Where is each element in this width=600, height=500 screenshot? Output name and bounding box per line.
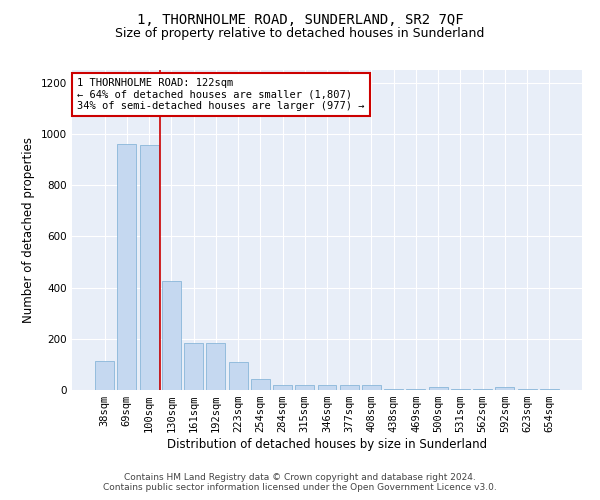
Bar xyxy=(362,386,381,390)
Bar xyxy=(162,281,181,390)
Bar xyxy=(206,343,225,390)
Bar xyxy=(473,389,492,390)
Bar xyxy=(229,362,248,390)
Bar xyxy=(540,389,559,390)
Bar xyxy=(95,360,114,390)
Bar xyxy=(273,385,292,390)
Bar xyxy=(251,379,270,390)
Bar xyxy=(384,389,403,390)
Bar xyxy=(295,385,314,390)
Text: 1 THORNHOLME ROAD: 122sqm
← 64% of detached houses are smaller (1,807)
34% of se: 1 THORNHOLME ROAD: 122sqm ← 64% of detac… xyxy=(77,78,365,111)
X-axis label: Distribution of detached houses by size in Sunderland: Distribution of detached houses by size … xyxy=(167,438,487,451)
Bar xyxy=(340,385,359,390)
Bar xyxy=(140,145,158,390)
Text: Size of property relative to detached houses in Sunderland: Size of property relative to detached ho… xyxy=(115,28,485,40)
Bar xyxy=(184,342,203,390)
Text: Contains HM Land Registry data © Crown copyright and database right 2024.
Contai: Contains HM Land Registry data © Crown c… xyxy=(103,473,497,492)
Bar xyxy=(118,144,136,390)
Bar xyxy=(429,387,448,390)
Bar xyxy=(406,389,425,390)
Bar xyxy=(451,389,470,390)
Bar xyxy=(496,387,514,390)
Y-axis label: Number of detached properties: Number of detached properties xyxy=(22,137,35,323)
Bar xyxy=(317,385,337,390)
Text: 1, THORNHOLME ROAD, SUNDERLAND, SR2 7QF: 1, THORNHOLME ROAD, SUNDERLAND, SR2 7QF xyxy=(137,12,463,26)
Bar xyxy=(518,389,536,390)
